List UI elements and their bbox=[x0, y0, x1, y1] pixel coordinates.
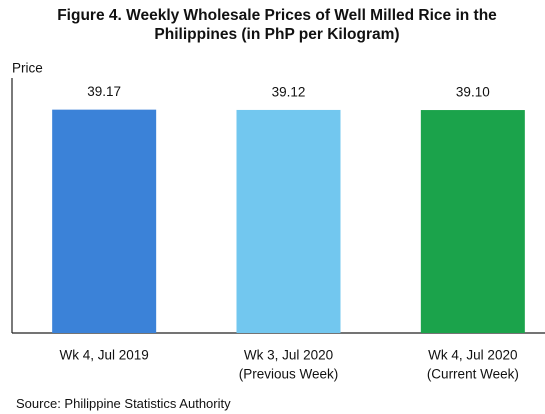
data-label: 39.12 bbox=[272, 84, 306, 99]
data-label: 39.10 bbox=[456, 85, 490, 100]
x-tick-label: Wk 4, Jul 2020 bbox=[428, 348, 517, 363]
x-tick-label: (Previous Week) bbox=[239, 367, 339, 382]
bar bbox=[52, 109, 157, 333]
bar bbox=[236, 109, 341, 333]
x-tick-label: (Current Week) bbox=[427, 367, 519, 382]
x-tick-label: Wk 4, Jul 2019 bbox=[60, 348, 149, 363]
source: Source: Philippine Statistics Authority bbox=[16, 396, 231, 411]
y-axis-label: Price bbox=[12, 61, 43, 76]
bar bbox=[420, 110, 525, 333]
data-label: 39.17 bbox=[87, 84, 121, 99]
chart-title: Figure 4. Weekly Wholesale Prices of Wel… bbox=[57, 7, 497, 43]
x-tick-label: Wk 3, Jul 2020 bbox=[244, 348, 333, 363]
